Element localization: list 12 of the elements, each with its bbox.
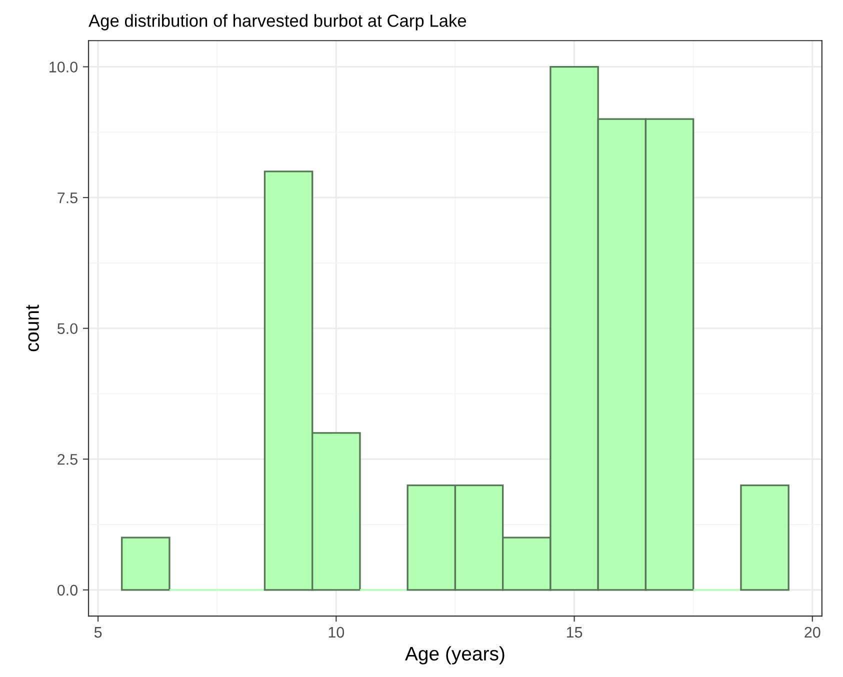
x-tick-label: 10 (328, 626, 344, 638)
x-tick-label: 5 (94, 627, 102, 638)
y-tick-label: 7.5 (58, 192, 78, 204)
chart-title: Age distribution of harvested burbot at Carp Lake (88, 14, 466, 30)
y-axis-title: count (26, 304, 39, 352)
y-tick-label: 10.0 (50, 62, 78, 72)
x-tick-label: 20 (804, 626, 820, 638)
y-tick-label: 0.0 (57, 584, 78, 596)
y-tick-label: 5.0 (57, 323, 78, 334)
x-tick-label: 15 (566, 627, 582, 638)
x-axis-title: Age (years) (405, 646, 504, 664)
y-tick-label: 2.5 (58, 454, 78, 465)
